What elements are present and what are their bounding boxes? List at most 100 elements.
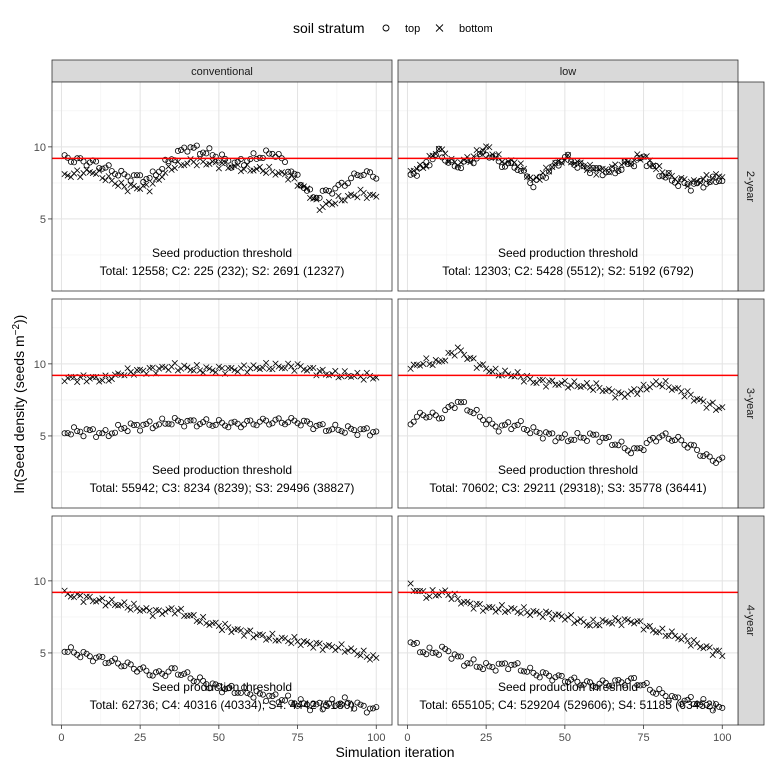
point-bottom <box>501 608 509 616</box>
point-top <box>637 682 644 689</box>
point-bottom <box>108 375 115 383</box>
point-bottom <box>549 615 556 623</box>
point-bottom <box>206 365 213 372</box>
point-top <box>618 679 625 686</box>
point-bottom <box>442 150 449 157</box>
point-top <box>457 165 464 172</box>
point-bottom <box>700 175 707 183</box>
point-top <box>64 430 71 437</box>
point-top <box>539 669 546 676</box>
point-bottom <box>121 599 128 606</box>
point-bottom <box>520 165 527 172</box>
legend-title: soil stratum <box>293 20 365 36</box>
point-top <box>668 177 675 184</box>
point-top <box>307 420 314 427</box>
point-top <box>609 682 616 689</box>
point-top <box>137 427 144 434</box>
point-top <box>599 434 606 441</box>
point-bottom <box>256 163 263 171</box>
point-bottom <box>322 200 329 207</box>
point-top <box>700 696 707 703</box>
point-top <box>631 675 638 682</box>
point-top <box>187 144 194 151</box>
point-top <box>407 171 414 178</box>
point-bottom <box>586 384 594 391</box>
point-top <box>212 421 219 428</box>
point-bottom <box>577 159 584 166</box>
point-top <box>67 644 74 651</box>
point-bottom <box>344 192 351 199</box>
point-bottom <box>527 174 534 181</box>
point-top <box>162 672 169 679</box>
point-bottom <box>684 637 691 644</box>
legend-bottom-marker <box>435 24 444 32</box>
point-bottom <box>640 381 647 388</box>
point-top <box>112 170 119 177</box>
point-bottom <box>360 647 367 654</box>
point-bottom <box>200 369 207 376</box>
point-bottom <box>649 627 657 634</box>
point-top <box>222 422 229 429</box>
point-bottom <box>288 363 295 370</box>
point-bottom <box>310 364 317 371</box>
point-bottom <box>118 179 125 186</box>
point-top <box>590 431 597 438</box>
point-bottom <box>149 612 156 620</box>
point-top <box>602 435 609 442</box>
point-bottom <box>310 644 317 651</box>
point-bottom <box>423 163 430 170</box>
point-top <box>363 425 370 432</box>
point-bottom <box>196 618 204 625</box>
point-top <box>259 691 266 698</box>
point-bottom <box>96 378 103 385</box>
point-top <box>209 422 216 429</box>
point-top <box>690 442 697 449</box>
point-top <box>479 148 486 155</box>
point-bottom <box>234 161 241 168</box>
point-top <box>99 165 106 172</box>
point-top <box>218 151 225 158</box>
point-top <box>410 641 417 648</box>
point-bottom <box>505 158 512 165</box>
point-top <box>587 679 594 686</box>
point-top <box>665 435 672 442</box>
totals-annotation: Total: 12558; C2: 225 (232); S2: 2691 (1… <box>100 264 345 278</box>
point-top <box>86 653 93 660</box>
point-bottom <box>420 165 427 172</box>
point-bottom <box>627 388 635 395</box>
point-top <box>665 697 672 704</box>
point-bottom <box>291 367 298 374</box>
point-bottom <box>316 640 323 647</box>
point-bottom <box>225 624 232 631</box>
point-bottom <box>206 160 213 167</box>
point-top <box>96 430 103 437</box>
point-bottom <box>656 381 663 388</box>
panel-border <box>397 298 739 509</box>
point-top <box>571 436 578 443</box>
point-top <box>634 445 641 452</box>
point-bottom <box>552 160 559 167</box>
point-top <box>105 659 112 666</box>
point-top <box>149 672 156 679</box>
point-top <box>656 686 663 693</box>
point-top <box>303 701 310 708</box>
point-top <box>344 699 351 706</box>
point-top <box>71 159 78 166</box>
point-bottom <box>716 647 723 654</box>
point-bottom <box>524 609 531 616</box>
panel-background <box>398 516 738 725</box>
point-top <box>628 675 635 682</box>
point-bottom <box>514 608 521 616</box>
point-top <box>558 672 565 679</box>
point-bottom <box>590 616 597 623</box>
point-top <box>596 680 603 687</box>
point-bottom <box>489 604 496 611</box>
point-top <box>539 173 546 180</box>
point-top <box>266 692 273 699</box>
point-top <box>650 689 657 696</box>
point-top <box>307 707 314 714</box>
point-top <box>215 682 222 689</box>
point-bottom <box>546 609 553 617</box>
point-bottom <box>341 197 348 204</box>
panel-background <box>52 516 392 725</box>
